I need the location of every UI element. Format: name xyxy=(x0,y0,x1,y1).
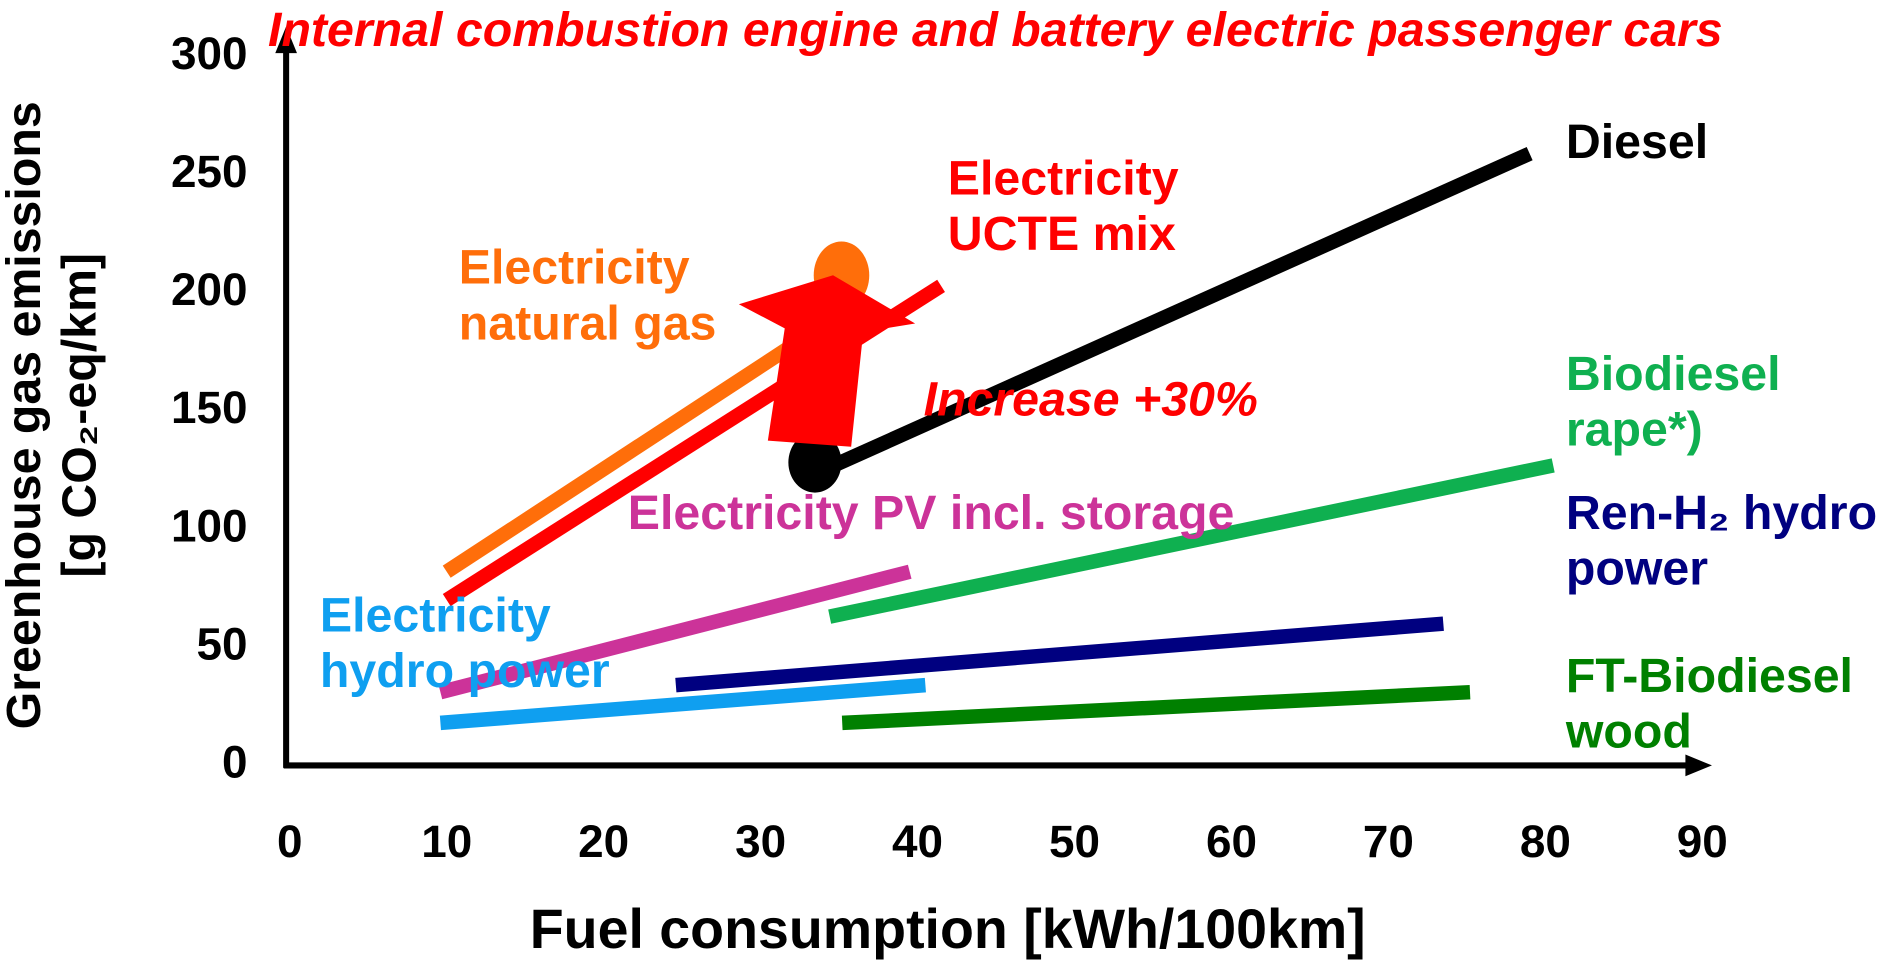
x-tick-label: 50 xyxy=(1049,815,1100,867)
chart: Fuel consumption [kWh/100km] 0 10 20 30 40 50… xyxy=(0,0,1893,965)
chart-title: Internal combustion engine and battery e… xyxy=(268,2,1723,58)
x-tick-label: 90 xyxy=(1677,815,1728,867)
series-label: Biodiesel rape*) xyxy=(1566,346,1807,457)
series-label: Electricity PV incl. storage xyxy=(628,485,1352,541)
annotation: Increase +30% xyxy=(924,372,1258,428)
series-label: Electricity hydro power xyxy=(320,588,658,699)
y-tick-label: 200 xyxy=(171,263,248,315)
x-tick-label: 70 xyxy=(1363,815,1414,867)
y-tick-label: 50 xyxy=(196,617,247,669)
series-label: FT-Biodiesel wood xyxy=(1566,648,1893,759)
x-axis-label: Fuel consumption [kWh/100km] xyxy=(530,898,1366,960)
y-tick-label: 250 xyxy=(171,145,248,197)
x-tick-label: 20 xyxy=(578,815,629,867)
series-label: Electricity UCTE mix xyxy=(948,151,1226,262)
x-tick-label: 10 xyxy=(421,815,472,867)
y-tick-label: 100 xyxy=(171,499,248,551)
x-tick-label: 80 xyxy=(1520,815,1571,867)
y-tick-label: 150 xyxy=(171,381,248,433)
series-line xyxy=(676,624,1443,685)
x-tick-label: 30 xyxy=(735,815,786,867)
y-tick-label: 300 xyxy=(171,27,248,79)
series-label: Ren-H₂ hydro power xyxy=(1566,485,1892,596)
x-tick-label: 0 xyxy=(277,815,303,867)
y-axis-label: Greenhouse gas emissions [g CO₂-eq/km] xyxy=(0,77,112,753)
x-tick-label: 60 xyxy=(1206,815,1257,867)
series-line xyxy=(842,692,1470,723)
y-tick-label: 0 xyxy=(222,736,248,788)
x-tick-label: 40 xyxy=(892,815,943,867)
series-label: Diesel xyxy=(1566,115,1807,171)
series-label: Electricity natural gas xyxy=(459,240,761,351)
